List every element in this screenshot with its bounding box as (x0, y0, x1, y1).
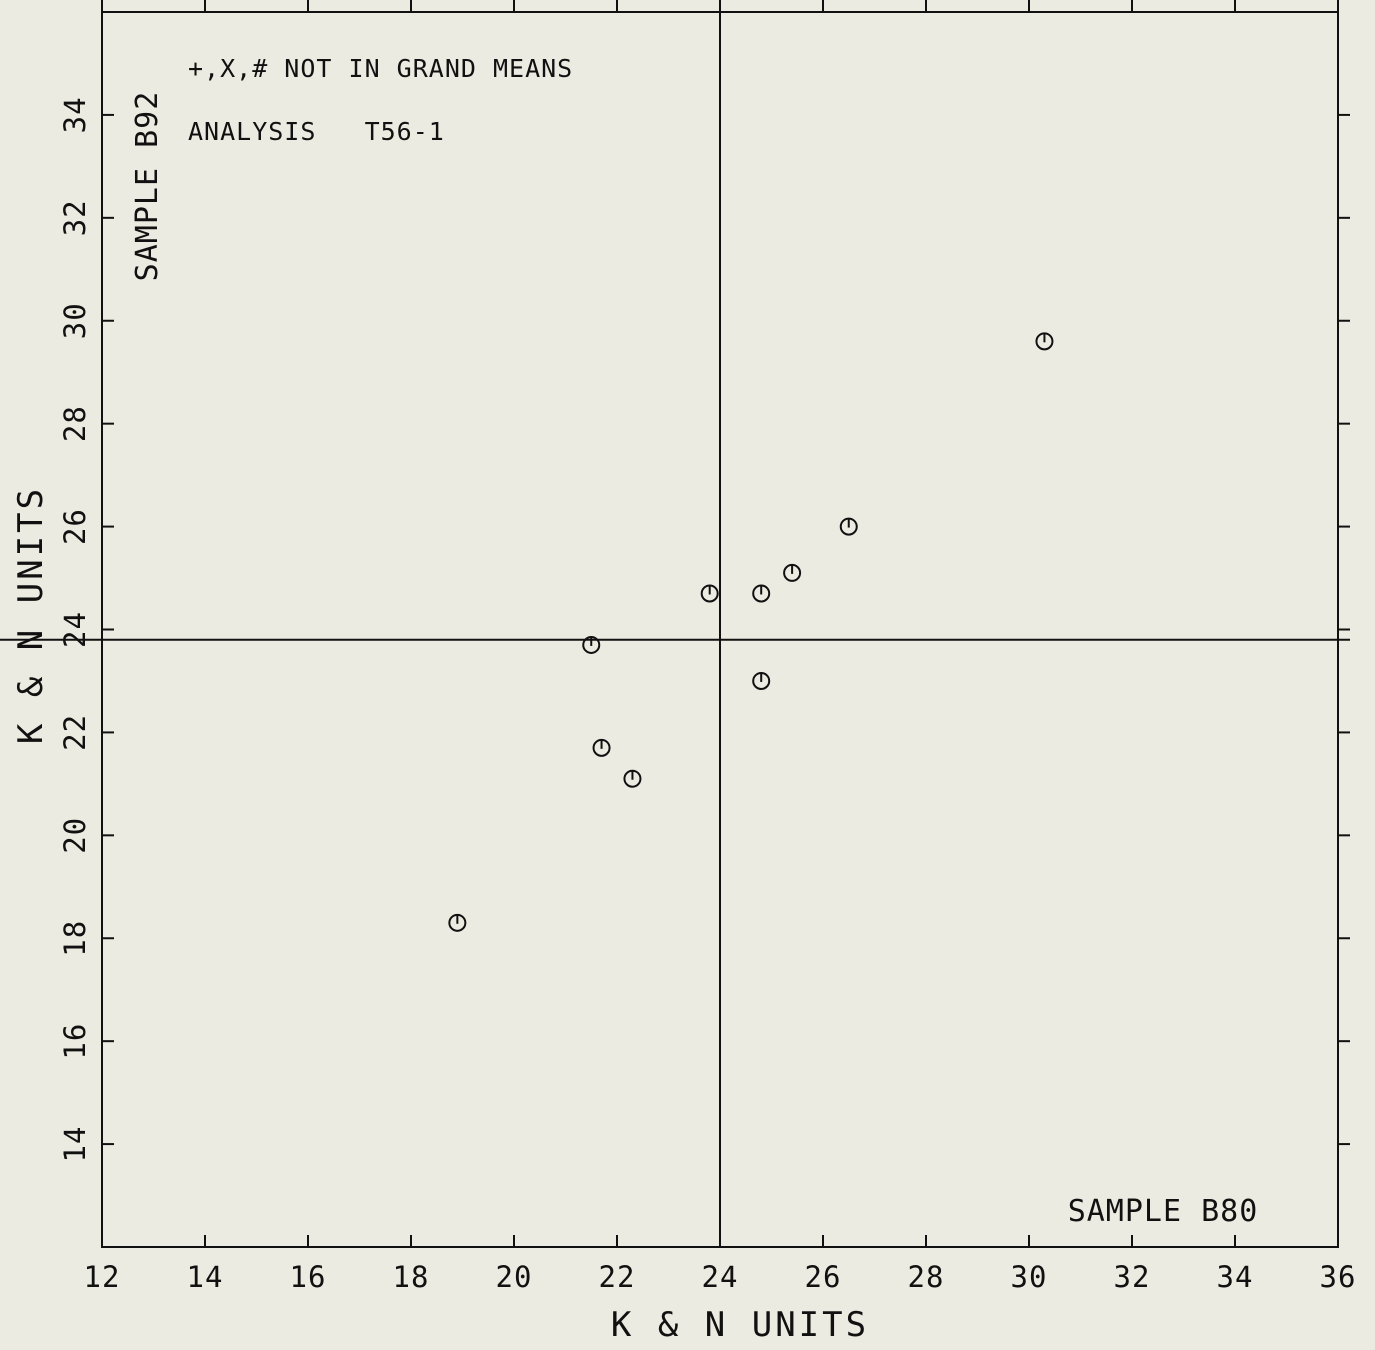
y-tick-label: 22 (58, 714, 92, 751)
data-point (839, 517, 858, 536)
x-tick-label: 30 (1011, 1260, 1048, 1294)
x-tick-label: 36 (1320, 1260, 1357, 1294)
y-tick-label: 14 (58, 1126, 92, 1163)
data-point (623, 769, 642, 788)
data-point (1035, 332, 1054, 351)
axis-ticks: 12 14 16 18 20 22 24 26 28 30 32 34 36 14 16 18 20 22 24 26… (58, 0, 1357, 1294)
x-tick-label: 24 (702, 1260, 739, 1294)
x-tick-label: 22 (599, 1260, 636, 1294)
data-point (592, 738, 611, 757)
data-point (700, 584, 719, 603)
y-tick-label: 30 (58, 302, 92, 339)
y-sample-label: SAMPLE B92 (130, 91, 165, 282)
x-tick-label: 18 (393, 1260, 430, 1294)
y-tick-label: 18 (58, 920, 92, 957)
data-point (448, 913, 467, 932)
y-tick-label: 28 (58, 405, 92, 442)
x-sample-label: SAMPLE B80 (1068, 1194, 1259, 1229)
x-tick-label: 28 (908, 1260, 945, 1294)
y-tick-label: 34 (58, 96, 92, 133)
data-point (752, 584, 771, 603)
y-tick-label: 24 (58, 611, 92, 648)
data-point (752, 671, 771, 690)
y-axis-label: K & N UNITS (11, 486, 51, 744)
x-tick-label: 12 (84, 1260, 121, 1294)
x-tick-label: 34 (1217, 1260, 1254, 1294)
data-point (582, 635, 601, 654)
x-tick-label: 16 (290, 1260, 327, 1294)
data-points (448, 332, 1054, 932)
y-tick-label: 32 (58, 199, 92, 236)
x-tick-label: 20 (496, 1260, 533, 1294)
data-point (783, 563, 802, 582)
x-tick-label: 32 (1114, 1260, 1151, 1294)
y-tick-label: 26 (58, 508, 92, 545)
x-tick-label: 14 (187, 1260, 224, 1294)
y-tick-label: 20 (58, 817, 92, 854)
note-annotation: +,X,# NOT IN GRAND MEANS (188, 54, 573, 83)
y-tick-label: 16 (58, 1023, 92, 1060)
x-tick-label: 26 (805, 1260, 842, 1294)
x-axis-label: K & N UNITS (611, 1305, 869, 1345)
reference-lines (0, 0, 1350, 1247)
analysis-annotation: ANALYSIS T56-1 (188, 117, 445, 146)
